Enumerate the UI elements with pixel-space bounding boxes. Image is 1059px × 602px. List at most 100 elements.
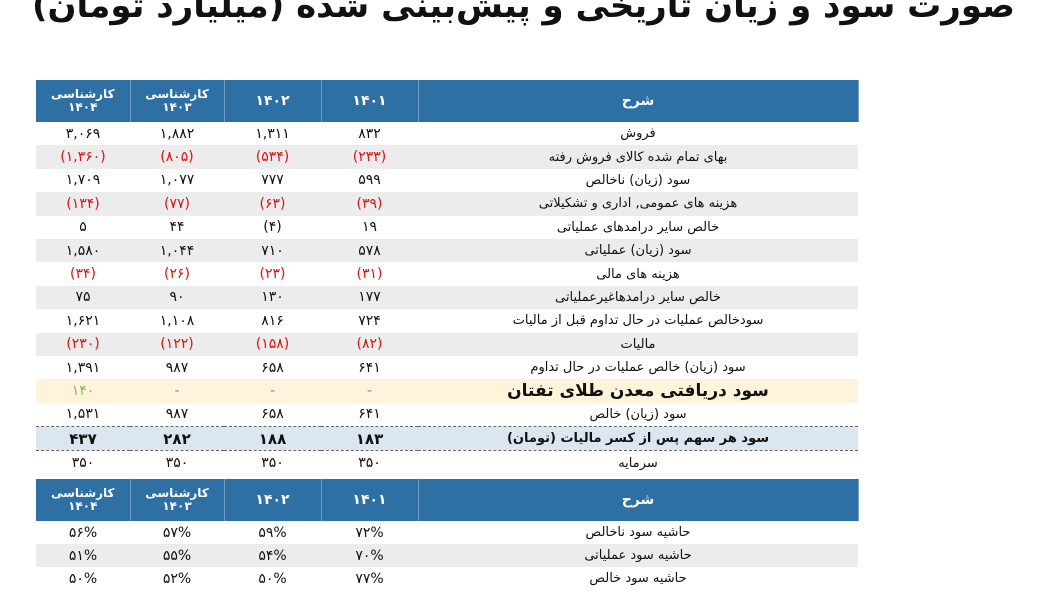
cell-value: ۵۷۸: [321, 238, 418, 263]
cell-value: ۱,۳۱۱: [255, 125, 290, 142]
cell-value: (۱۲۲): [130, 332, 224, 356]
cell-value: ۶۵۸: [261, 359, 284, 376]
row-label: فروش: [620, 126, 656, 142]
cell-value: ۱,۷۰۹: [65, 172, 101, 189]
cell-value: ۳۵۰: [358, 455, 381, 472]
cell-value: (۱,۳۶۰): [36, 145, 130, 169]
cell-value: (۲۶): [164, 266, 190, 283]
page-title: صورت سود و زیان تاریخی و پیش‌بینی شده (م…: [31, 0, 1015, 26]
cell-value: (۸۰۵): [130, 145, 224, 169]
row-label: سود (زیان) عملیاتی: [418, 238, 858, 263]
row-label: حاشیه سود عملیاتی: [418, 544, 858, 567]
cell-value: ۱,۳۹۱: [65, 359, 101, 376]
cell-value: (۲۳۰): [36, 332, 130, 356]
cell-value: ۹۸۷: [165, 359, 189, 376]
table-row: (۱۳۴) (۷۷) (۶۳) (۳۹) هزینه های عمومی, اداری …: [36, 192, 858, 216]
cell-value: ۱,۶۲۱: [65, 312, 101, 329]
row-label: سود (زیان) خالص: [589, 406, 687, 422]
cell-value: ۷۲%: [355, 524, 384, 541]
cell-value: ۵۴%: [224, 544, 321, 567]
cell-value: (۱۵۸): [224, 332, 321, 356]
cell-value: ۵۰%: [258, 570, 287, 587]
row-label: خالص سایر درامدهاغیرعملیاتی: [418, 285, 858, 310]
cell-value: ۹۰: [130, 285, 224, 310]
cell-value: ۶۴۱: [358, 406, 381, 423]
cell-value: ۴۳۷: [36, 426, 130, 452]
table-row: ۱,۵۸۰ ۱,۰۴۴ ۷۱۰ ۵۷۸ سود (زیان) عملیاتی: [36, 238, 858, 263]
table-row: ۱,۳۹۱ ۹۸۷ ۶۵۸ ۶۴۱ سود (زیان) خالص عملیات در …: [36, 356, 858, 379]
header-1401: ۱۴۰۱: [321, 80, 419, 122]
cell-value: ۱,۱۰۸: [159, 312, 195, 329]
header-1402: ۱۴۰۲: [224, 80, 322, 122]
cell-value: (۸۲): [321, 332, 418, 356]
cell-value: (۳۴): [70, 266, 96, 283]
header-1403: کارشناسی ۱۴۰۳: [130, 479, 225, 521]
cell-value: ۵۷%: [162, 524, 192, 541]
table-row: ۱,۶۲۱ ۱,۱۰۸ ۸۱۶ ۷۲۴ سودخالص عملیات در حال تد…: [36, 309, 858, 332]
row-label: سرمایه: [618, 455, 658, 471]
table-row: (۲۳۰) (۱۲۲) (۱۵۸) (۸۲) مالیات: [36, 332, 858, 356]
cell-value: (۳۹): [321, 192, 418, 216]
cell-value: ۱۷۷: [321, 285, 418, 310]
cell-value: ۳,۰۶۹: [65, 125, 101, 142]
cell-value: ۳۵۰: [261, 455, 284, 472]
table-row: ۱,۷۰۹ ۱,۰۷۷ ۷۷۷ ۵۹۹ سود (زیان) ناخالص: [36, 169, 858, 192]
table-row: ۱,۵۳۱ ۹۸۷ ۶۵۸ ۶۴۱ سود (زیان) خالص: [36, 403, 858, 427]
cell-value: ۱۹: [361, 219, 378, 236]
row-label: حاشیه سود ناخالص: [585, 525, 691, 540]
cell-value: (۳۱): [356, 266, 383, 283]
cell-value: ۷۷%: [355, 570, 384, 587]
margin-table: کارشناسی ۱۴۰۴ کارشناسی ۱۴۰۳ ۱۴۰۲ ۱۴۰۱ شر…: [36, 479, 859, 590]
table-row: ۱۴۰- - - سود دریافتی معدن طلای تفتان: [36, 379, 858, 403]
row-label: سود هر سهم پس از کسر مالیات (تومان): [418, 426, 858, 452]
table-row: ۷۵ ۹۰ ۱۳۰ ۱۷۷ خالص سایر درامدهاغیرعملیاتی: [36, 285, 858, 310]
cell-value: ۷۷۷: [261, 172, 284, 189]
cell-value: -: [130, 379, 224, 403]
cell-value: ۸۱۶: [261, 312, 284, 329]
cell-value: ۵۱%: [36, 544, 130, 567]
income-statement-table: کارشناسی ۱۴۰۴ کارشناسی ۱۴۰۳ ۱۴۰۲ ۱۴۰۱ شر…: [36, 80, 859, 475]
cell-value: ۵۲%: [162, 570, 192, 587]
cell-value: ۱۸۸: [224, 426, 321, 452]
row-label: هزینه های مالی: [596, 266, 680, 282]
table-row: ۵۱% ۵۵% ۵۴% ۷۰% حاشیه سود عملیاتی: [36, 544, 858, 567]
row-label: بهای تمام شده کالای فروش رفته: [418, 145, 858, 169]
table-row: (۱,۳۶۰) (۸۰۵) (۵۳۴) (۲۳۳) بهای تمام شده کالا…: [36, 145, 858, 169]
row-label: حاشیه سود خالص: [589, 571, 687, 586]
cell-value: ۱۸۳: [321, 426, 418, 452]
cell-value: ۵۹%: [258, 524, 287, 541]
row-label: سود (زیان) خالص عملیات در حال تداوم: [530, 360, 746, 376]
cell-value: ۵۰%: [68, 570, 98, 587]
cell-value: ۷۱۰: [224, 238, 321, 263]
cell-value: ۵۶%: [68, 524, 98, 541]
table-header: کارشناسی ۱۴۰۴ کارشناسی ۱۴۰۳ ۱۴۰۲ ۱۴۰۱ شر…: [36, 80, 859, 122]
row-label: مالیات: [418, 332, 858, 356]
cell-value: ۷۵: [36, 285, 130, 310]
header-1404: کارشناسی ۱۴۰۴: [36, 80, 131, 122]
table-row: ۳۵۰ ۳۵۰ ۳۵۰ ۳۵۰ سرمایه: [36, 451, 858, 475]
cell-value: ۶۴۱: [358, 359, 381, 376]
table-row: ۵۶% ۵۷% ۵۹% ۷۲% حاشیه سود ناخالص: [36, 521, 858, 544]
table-row: ۴۳۷ ۲۸۲ ۱۸۸ ۱۸۳ سود هر سهم پس از کسر مالیات …: [36, 426, 858, 452]
cell-value: (۲۳): [259, 266, 286, 283]
header-1404: کارشناسی ۱۴۰۴: [36, 479, 131, 521]
row-label: سود (زیان) ناخالص: [585, 172, 691, 188]
cell-value: ۴۴: [169, 219, 185, 236]
cell-value: ۵: [79, 219, 87, 236]
cell-value: ۵۵%: [130, 544, 224, 567]
header-desc: شرح: [418, 479, 859, 521]
cell-value: ۱۳۰: [224, 285, 321, 310]
header-1403: کارشناسی ۱۴۰۳: [130, 80, 225, 122]
cell-value: (۵۳۴): [224, 145, 321, 169]
cell-value: ۹۸۷: [165, 406, 189, 423]
cell-value: ۱,۰۷۷: [159, 172, 195, 189]
cell-value: (۴): [263, 219, 282, 236]
cell-value: ۱,۰۴۴: [130, 238, 224, 263]
row-label: سود دریافتی معدن طلای تفتان: [418, 379, 858, 403]
cell-value: -: [224, 379, 321, 403]
cell-value: -: [321, 379, 418, 403]
cell-value: ۶۵۸: [261, 406, 284, 423]
cell-value: ۳۵۰: [165, 455, 189, 472]
table-row: ۳,۰۶۹ ۱,۸۸۲ ۱,۳۱۱ ۸۳۲ فروش: [36, 122, 858, 145]
header-1401: ۱۴۰۱: [321, 479, 419, 521]
